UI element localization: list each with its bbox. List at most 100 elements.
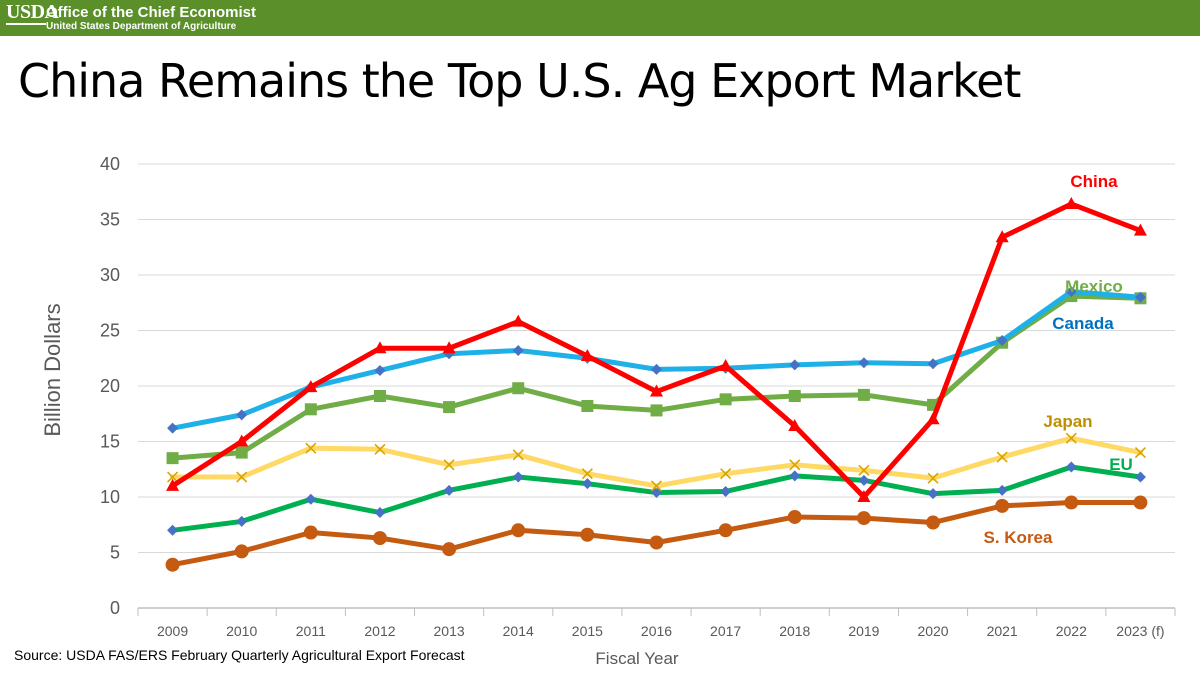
x-tick-label: 2018: [779, 623, 810, 639]
header-banner: USDA Office of the Chief Economist Unite…: [0, 0, 1200, 36]
s-korea-point: [372, 531, 387, 546]
s-korea-point: [511, 523, 526, 538]
canada-point: [167, 422, 179, 434]
japan-point: [305, 442, 317, 454]
s-korea-point: [1133, 495, 1148, 510]
y-tick-label: 20: [100, 376, 120, 396]
eu-point: [512, 471, 524, 483]
china-point: [1064, 196, 1078, 209]
dept-name: United States Department of Agriculture: [46, 21, 237, 32]
source-note: Source: USDA FAS/ERS February Quarterly …: [14, 647, 465, 663]
japan-series-label: Japan: [1043, 412, 1092, 431]
china-point: [857, 490, 871, 502]
china-point: [580, 349, 594, 362]
x-tick-label: 2023 (f): [1116, 623, 1164, 639]
x-tick-label: 2013: [434, 623, 465, 639]
s-korea-point: [787, 509, 802, 524]
org-name: Office of the Chief Economist: [46, 4, 257, 21]
y-tick-label: 5: [110, 543, 120, 563]
mexico-point: [650, 404, 663, 417]
eu-point: [789, 470, 801, 482]
s-korea-point: [926, 515, 941, 530]
x-tick-label: 2012: [364, 623, 395, 639]
y-tick-label: 30: [100, 265, 120, 285]
japan-line: [170, 435, 1143, 489]
mexico-point: [373, 389, 386, 402]
s-korea-point: [442, 542, 457, 557]
mexico-series-label: Mexico: [1065, 277, 1123, 296]
canada-series-label: Canada: [1052, 314, 1114, 333]
japan-point: [858, 464, 870, 476]
s-korea-point: [165, 557, 180, 572]
canada-point: [996, 334, 1008, 346]
japan-point: [443, 459, 455, 471]
canada-point: [927, 358, 939, 370]
mexico-point: [581, 399, 594, 412]
mexico-point: [857, 388, 870, 401]
x-tick-label: 2019: [848, 623, 879, 639]
china-point: [442, 341, 456, 354]
s-korea-point: [856, 511, 871, 526]
s-korea-point: [649, 535, 664, 550]
japan-point: [581, 468, 593, 480]
eu-point: [651, 487, 662, 499]
x-tick-label: 2021: [987, 623, 1018, 639]
canada-point: [858, 357, 870, 369]
x-tick-label: 2022: [1056, 623, 1087, 639]
y-tick-label: 25: [100, 321, 120, 341]
eu-point: [374, 507, 386, 519]
x-axis-title: Fiscal Year: [595, 649, 678, 668]
page-title: China Remains the Top U.S. Ag Export Mar…: [18, 54, 1021, 108]
s-korea-point: [1064, 495, 1079, 510]
eu-point: [167, 524, 179, 536]
x-tick-label: 2015: [572, 623, 603, 639]
s-korea-point: [303, 525, 318, 540]
canada-point: [374, 364, 386, 376]
s-korea-series-label: S. Korea: [984, 528, 1054, 547]
mexico-point: [788, 389, 801, 402]
eu-point: [1065, 461, 1077, 473]
eu-point: [1134, 471, 1146, 483]
china-point: [995, 230, 1009, 243]
y-tick-label: 35: [100, 210, 120, 230]
china-point: [719, 359, 733, 372]
s-korea-point: [995, 498, 1010, 513]
y-axis-title: Billion Dollars: [40, 303, 65, 436]
x-tick-label: 2009: [157, 623, 188, 639]
eu-point: [581, 478, 593, 490]
eu-line: [170, 464, 1143, 533]
eu-series-label: EU: [1109, 455, 1133, 474]
s-korea-point: [580, 527, 595, 542]
japan-point: [512, 449, 524, 461]
japan-point: [1134, 447, 1146, 459]
japan-point: [927, 472, 939, 484]
x-tick-label: 2010: [226, 623, 257, 639]
s-korea-point: [718, 523, 733, 538]
y-tick-label: 0: [110, 598, 120, 618]
eu-point: [927, 488, 939, 500]
s-korea-point: [234, 544, 249, 559]
japan-point: [236, 471, 248, 483]
eu-point: [305, 493, 317, 505]
usda-logo: USDA: [6, 1, 59, 23]
china-series-label: China: [1070, 172, 1118, 191]
canada-point: [236, 409, 248, 421]
china-point: [650, 384, 663, 397]
x-tick-label: 2016: [641, 623, 672, 639]
x-tick-label: 2011: [296, 623, 326, 639]
china-point: [511, 314, 525, 327]
y-tick-label: 40: [100, 154, 120, 174]
japan-point: [650, 480, 663, 492]
japan-point: [1065, 432, 1077, 444]
china-point: [235, 434, 249, 447]
japan-point: [720, 468, 732, 480]
y-tick-label: 15: [100, 432, 120, 452]
china-point: [926, 412, 940, 425]
japan-point: [374, 443, 386, 455]
x-tick-label: 2020: [917, 623, 948, 639]
mexico-point: [719, 393, 732, 406]
canada-point: [512, 344, 524, 356]
x-tick-label: 2017: [710, 623, 741, 639]
japan-point: [996, 451, 1008, 463]
